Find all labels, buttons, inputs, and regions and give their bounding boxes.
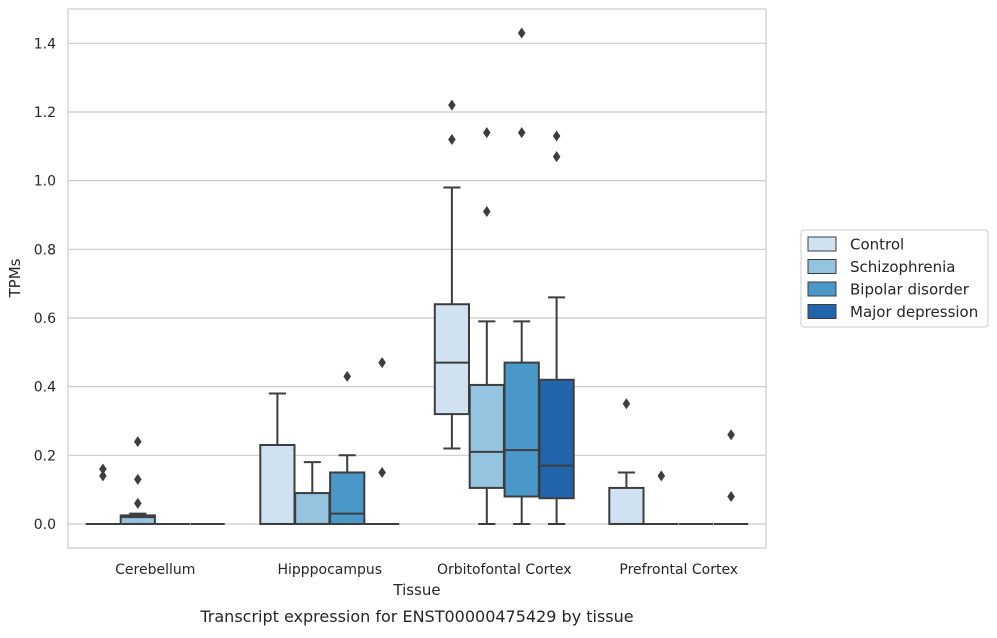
outlier-point <box>657 470 666 482</box>
legend-label: Control <box>850 236 904 254</box>
box-plots <box>85 27 749 525</box>
box-plot <box>644 470 679 525</box>
outlier-point <box>134 497 142 509</box>
outlier-point <box>99 470 107 482</box>
outlier-point <box>517 27 526 39</box>
legend-label: Schizophrenia <box>850 258 955 276</box>
legend: Control Schizophrenia Bipolar disorder Majo… <box>800 229 989 328</box>
outlier-point <box>448 133 456 145</box>
legend-item: Bipolar disorder <box>807 281 970 299</box>
grid-lines <box>68 42 766 525</box>
legend-swatch <box>807 304 837 319</box>
outlier-point <box>552 130 561 142</box>
y-tick-label: 0.6 <box>34 311 56 327</box>
plot-area <box>67 8 767 549</box>
y-tick-label: 0.2 <box>34 448 56 464</box>
outlier-point <box>517 127 526 139</box>
y-axis-label: TPMs <box>6 258 24 298</box>
outlier-point <box>483 127 491 139</box>
box-plot <box>329 370 366 525</box>
legend-swatch <box>807 281 837 297</box>
box-plot <box>468 127 505 525</box>
box-plot <box>433 99 471 450</box>
box-iqr <box>329 471 366 525</box>
box-iqr <box>433 303 471 416</box>
box-iqr <box>119 514 156 525</box>
y-tick-labels: 0.0 0.2 0.4 0.6 0.8 1.0 1.2 1.4 <box>34 36 56 533</box>
outlier-point <box>552 151 561 163</box>
legend-swatch <box>807 259 837 274</box>
outlier-point <box>378 357 386 369</box>
y-tick-label: 1.4 <box>34 36 56 52</box>
legend-label: Major depression <box>850 303 978 321</box>
legend-frame <box>800 229 989 328</box>
x-tick-labels: Cerebellum Hipppocampus Orbitofontal Corte… <box>115 562 738 578</box>
legend-swatch <box>807 236 837 252</box>
box-plot <box>259 392 296 525</box>
outlier-point <box>727 429 735 441</box>
outlier-point <box>727 491 735 503</box>
chart-caption: Transcript expression for ENST0000047542… <box>199 607 633 626</box>
y-tick-label: 0.4 <box>34 380 56 396</box>
box-plot <box>608 398 645 525</box>
y-tick-label: 1.2 <box>34 105 56 121</box>
outlier-point <box>448 99 456 111</box>
outlier-point <box>483 206 491 218</box>
box-plot <box>364 357 400 525</box>
legend-item: Major depression <box>807 303 978 321</box>
box-plot <box>294 461 331 525</box>
x-tick-label: Hipppocampus <box>277 562 382 578</box>
outlier-point <box>378 466 386 478</box>
box-plot <box>85 463 121 525</box>
box-plot <box>713 429 749 525</box>
outlier-point <box>134 473 142 485</box>
y-tick-label: 1.0 <box>34 174 56 190</box>
x-tick-label: Orbitofontal Cortex <box>437 562 572 578</box>
outlier-point <box>622 398 631 410</box>
x-axis-label: Tissue <box>392 581 440 599</box>
x-tick-label: Cerebellum <box>115 562 195 578</box>
legend-label: Bipolar disorder <box>850 281 970 299</box>
outlier-point <box>99 463 107 475</box>
legend-item: Control <box>807 236 904 254</box>
outlier-point <box>134 436 142 448</box>
y-tick-label: 0.0 <box>34 517 56 533</box>
box-iqr <box>259 444 296 525</box>
box-plot <box>119 436 156 525</box>
box-iqr <box>294 492 331 525</box>
box-plot <box>538 130 575 525</box>
box-iqr <box>468 383 505 489</box>
box-iqr <box>608 486 645 525</box>
legend-item: Schizophrenia <box>807 258 955 276</box>
box-iqr <box>538 378 575 500</box>
box-iqr <box>503 361 540 498</box>
outlier-point <box>343 370 351 382</box>
x-tick-label: Prefrontal Cortex <box>619 562 738 578</box>
y-tick-label: 0.8 <box>34 242 56 258</box>
